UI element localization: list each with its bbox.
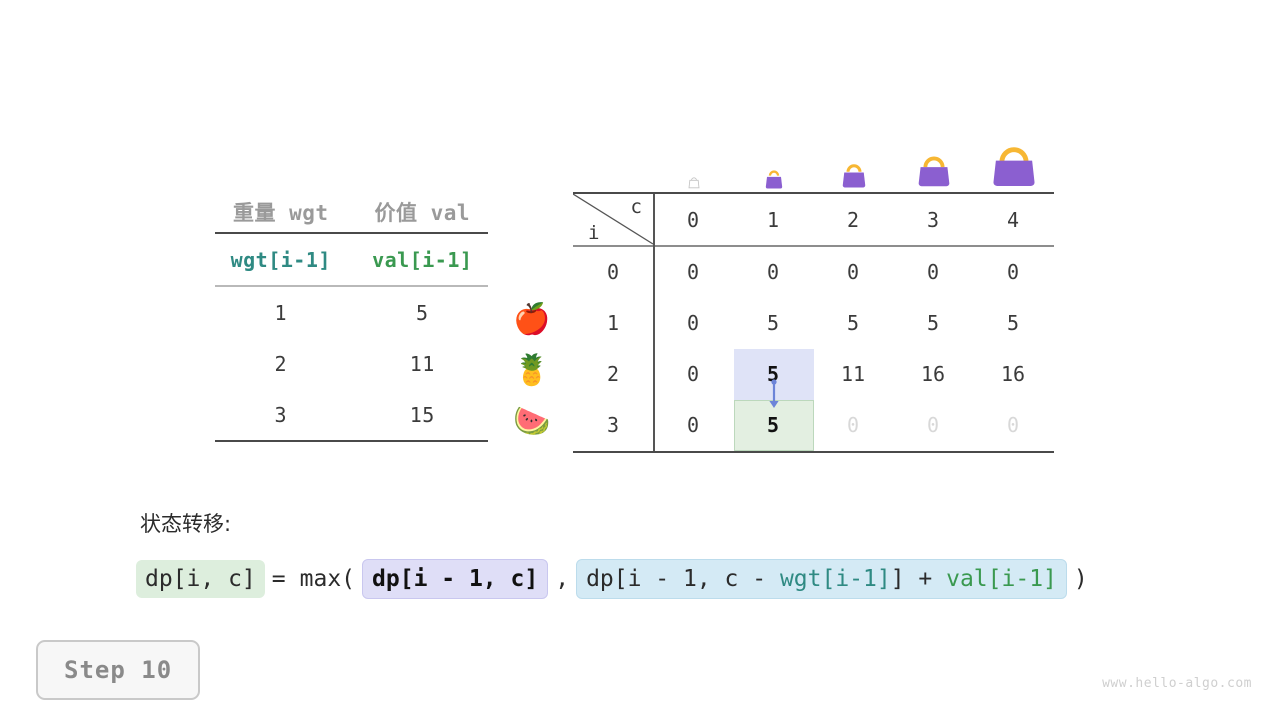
formula-equals: = [271, 566, 286, 592]
table-row: 2 0 5 11 16 16 [573, 349, 1054, 400]
item-weight-2: 3 [274, 402, 288, 427]
dp-cell-3-3: 0 [926, 413, 940, 437]
item-value-1: 11 [409, 351, 435, 376]
dp-row-header-0: 0 [606, 260, 620, 284]
dp-cell-1-1: 5 [766, 311, 780, 335]
dp-table-header-row: c i 0 1 2 3 4 [572, 193, 1054, 245]
item-table-header-weight: 重量 wgt [215, 197, 353, 227]
formula-arg2-val: val[i-1] [946, 566, 1057, 592]
step-badge: Step 10 [36, 640, 201, 700]
bag-size-4-icon [974, 134, 1054, 192]
item-table-header-row: 重量 wgt 价值 val [215, 192, 488, 232]
item-table-header-weight-label: 重量 wgt [232, 201, 329, 225]
dp-cell-3-0: 0 [686, 413, 700, 437]
formula-arg2: dp[i - 1, c - wgt[i-1]] + val[i-1] [576, 559, 1067, 599]
dp-col-header-2: 2 [846, 207, 860, 232]
dp-cell-2-1: 5 [766, 362, 780, 386]
dp-cell-1-3: 5 [926, 311, 940, 335]
highlight-cell-green [734, 400, 814, 451]
dp-col-header-0: 0 [686, 207, 700, 232]
formula-arg2-wgt: wgt[i-1] [779, 566, 891, 592]
table-row: 1 5 [215, 287, 488, 338]
dp-cell-3-4: 0 [1006, 413, 1020, 437]
dp-corner-col-label: c [630, 196, 642, 218]
item-table-subheader-wgt: wgt[i-1] [215, 248, 353, 272]
table-row: 0 0 0 0 0 0 [573, 247, 1054, 298]
item-value-0: 5 [415, 300, 429, 325]
item-table-subheader-val: val[i-1] [353, 248, 489, 272]
dp-table-bottom-rule [573, 450, 1054, 453]
dp-cell-0-1: 0 [766, 260, 780, 284]
pineapple-icon: 🍍 [513, 353, 551, 388]
dp-cell-1-4: 5 [1006, 311, 1020, 335]
formula-max-open: max( [299, 566, 356, 592]
item-weight-1: 2 [274, 351, 288, 376]
bag-size-3-icon [894, 146, 974, 192]
dp-cell-0-3: 0 [926, 260, 940, 284]
dp-row-header-2: 2 [606, 362, 620, 386]
dp-cell-0-2: 0 [846, 260, 860, 284]
dp-cell-0-4: 0 [1006, 260, 1020, 284]
bag-capacity-icons [654, 112, 1054, 192]
dp-row-header-3: 3 [606, 413, 620, 437]
item-table-bottom-rule [215, 440, 488, 442]
corner-diagonal-icon [572, 193, 654, 245]
watermelon-icon: 🍉 [513, 404, 551, 439]
transition-formula: dp[i, c] = max( dp[i - 1, c] , dp[i - 1,… [136, 559, 1095, 599]
dp-cell-2-4: 16 [1000, 362, 1026, 386]
dp-cell-2-0: 0 [686, 362, 700, 386]
item-table-header-value: 价值 val [353, 197, 489, 227]
dp-row-header-1: 1 [606, 311, 620, 335]
item-value-2: 15 [409, 402, 435, 427]
item-table-subheader-row: wgt[i-1] val[i-1] [215, 234, 488, 285]
dp-cell-2-3: 16 [920, 362, 946, 386]
dp-cell-1-0: 0 [686, 311, 700, 335]
bag-size-2-icon [814, 156, 894, 192]
dp-table: c i 0 1 2 3 4 0 0 0 0 0 0 1 0 5 5 5 5 [572, 192, 1054, 453]
bag-size-1-icon [734, 164, 814, 192]
formula-comma: , [555, 566, 570, 592]
table-row: 3 15 [215, 389, 488, 440]
item-table-top-rule [215, 232, 488, 234]
dp-cell-3-2: 0 [846, 413, 860, 437]
transition-arrow-icon [769, 379, 779, 408]
transition-label: 状态转移: [140, 512, 232, 536]
formula-lhs: dp[i, c] [136, 560, 265, 598]
item-table-mid-rule [215, 285, 488, 287]
dp-table-vertical-divider [653, 194, 655, 451]
watermark: www.hello-algo.com [1102, 676, 1252, 691]
bag-size-0-icon [654, 172, 734, 192]
fruit-icon-column: 🍎 🍍 🍉 [508, 294, 556, 447]
item-table: 重量 wgt 价值 val wgt[i-1] val[i-1] 1 5 2 11… [215, 192, 488, 442]
dp-table-top-rule [573, 192, 1054, 194]
dp-cell-2-2: 11 [840, 362, 866, 386]
dp-col-header-3: 3 [926, 207, 940, 232]
table-row: 3 0 5 0 0 0 [573, 400, 1054, 451]
dp-col-header-1: 1 [766, 207, 780, 232]
formula-arg2-mid: ] + [890, 566, 947, 592]
formula-close-paren: ) [1073, 566, 1088, 592]
item-weight-0: 1 [274, 300, 288, 325]
dp-col-header-4: 4 [1006, 207, 1020, 232]
table-row: 2 11 [215, 338, 488, 389]
item-table-subheader-wgt-label: wgt[i-1] [230, 247, 331, 272]
item-table-header-value-label: 价值 val [374, 201, 471, 225]
formula-arg2-pre: dp[i - 1, c - [586, 566, 780, 592]
dp-cell-0-0: 0 [686, 260, 700, 284]
dp-corner-row-label: i [588, 222, 600, 244]
dp-table-header-rule [573, 245, 1054, 247]
formula-arg1: dp[i - 1, c] [362, 559, 549, 599]
item-table-subheader-val-label: val[i-1] [372, 247, 473, 272]
dp-table-body: c i 0 1 2 3 4 0 0 0 0 0 0 1 0 5 5 5 5 [572, 193, 1054, 451]
dp-cell-3-1: 5 [766, 413, 780, 437]
table-row: 1 0 5 5 5 5 [573, 298, 1054, 349]
dp-cell-1-2: 5 [846, 311, 860, 335]
apple-icon: 🍎 [513, 302, 551, 337]
